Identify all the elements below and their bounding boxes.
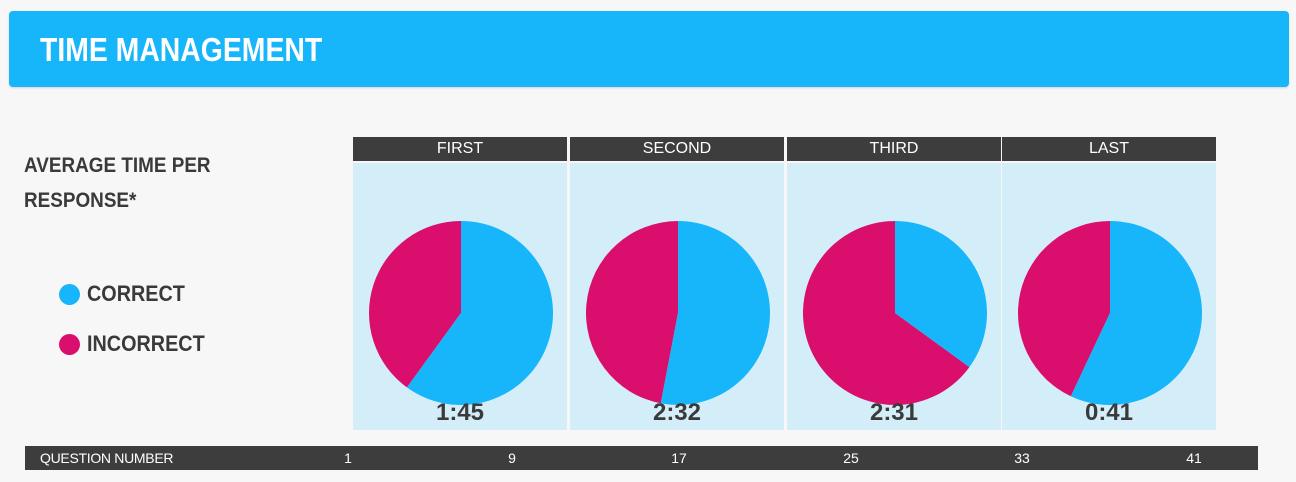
panel-header: FIRST	[353, 137, 567, 161]
pie-panel-third: THIRD 2:31	[787, 137, 1001, 430]
pie-slice-correct	[660, 221, 770, 405]
pie-panel-second: SECOND 2:32	[570, 137, 784, 430]
pie-panel-last: LAST 0:41	[1002, 137, 1216, 430]
axis-tick: 41	[1186, 450, 1202, 466]
axis-tick: 1	[344, 450, 352, 466]
panel-body	[1002, 163, 1216, 430]
question-number-axis: QUESTION NUMBER 1 9 17 25 33 41	[25, 446, 1258, 470]
legend-label-correct: CORRECT	[87, 281, 185, 306]
pie-slice-incorrect	[803, 221, 970, 405]
pie-chart-last	[1018, 221, 1202, 405]
pie-slice-correct	[406, 221, 553, 405]
panel-header: SECOND	[570, 137, 784, 161]
average-time: 1:45	[435, 399, 485, 426]
pie-chart-second	[586, 221, 770, 405]
pie-slice-correct	[895, 221, 987, 368]
header-banner: TIME MANAGEMENT	[9, 11, 1289, 87]
legend-dot-incorrect	[59, 333, 80, 355]
average-time: 2:32	[652, 399, 702, 426]
legend-dot-correct	[59, 283, 80, 305]
average-time: 2:31	[869, 399, 919, 426]
panel-body	[787, 163, 1001, 430]
panel-body	[353, 163, 567, 430]
legend-label-incorrect: INCORRECT	[87, 331, 205, 356]
pie-slice-incorrect	[369, 221, 461, 388]
legend-item-incorrect: INCORRECT	[59, 331, 218, 356]
legend-item-correct: CORRECT	[59, 281, 196, 306]
axis-tick: 17	[671, 450, 687, 466]
panel-header: LAST	[1002, 137, 1216, 161]
chart-subtitle: AVERAGE TIME PER RESPONSE*	[24, 154, 211, 212]
axis-label: QUESTION NUMBER	[40, 450, 174, 466]
axis-tick: 33	[1014, 450, 1030, 466]
pie-panel-first: FIRST 1:45	[353, 137, 567, 430]
axis-tick: 9	[508, 450, 516, 466]
pie-chart-first	[369, 221, 553, 405]
average-time: 0:41	[1084, 399, 1134, 426]
pie-chart-third	[803, 221, 987, 405]
pie-slice-incorrect	[586, 221, 678, 404]
axis-tick: 25	[843, 450, 859, 466]
pie-slice-incorrect	[1018, 221, 1110, 397]
panel-body	[570, 163, 784, 430]
pie-slice-correct	[1070, 221, 1202, 405]
page-title: TIME MANAGEMENT	[40, 31, 323, 68]
panel-header: THIRD	[787, 137, 1001, 161]
